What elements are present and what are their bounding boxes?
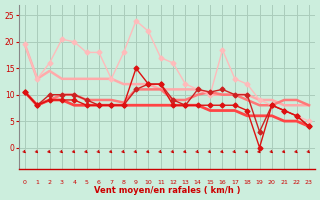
X-axis label: Vent moyen/en rafales ( km/h ): Vent moyen/en rafales ( km/h ) bbox=[94, 186, 240, 195]
